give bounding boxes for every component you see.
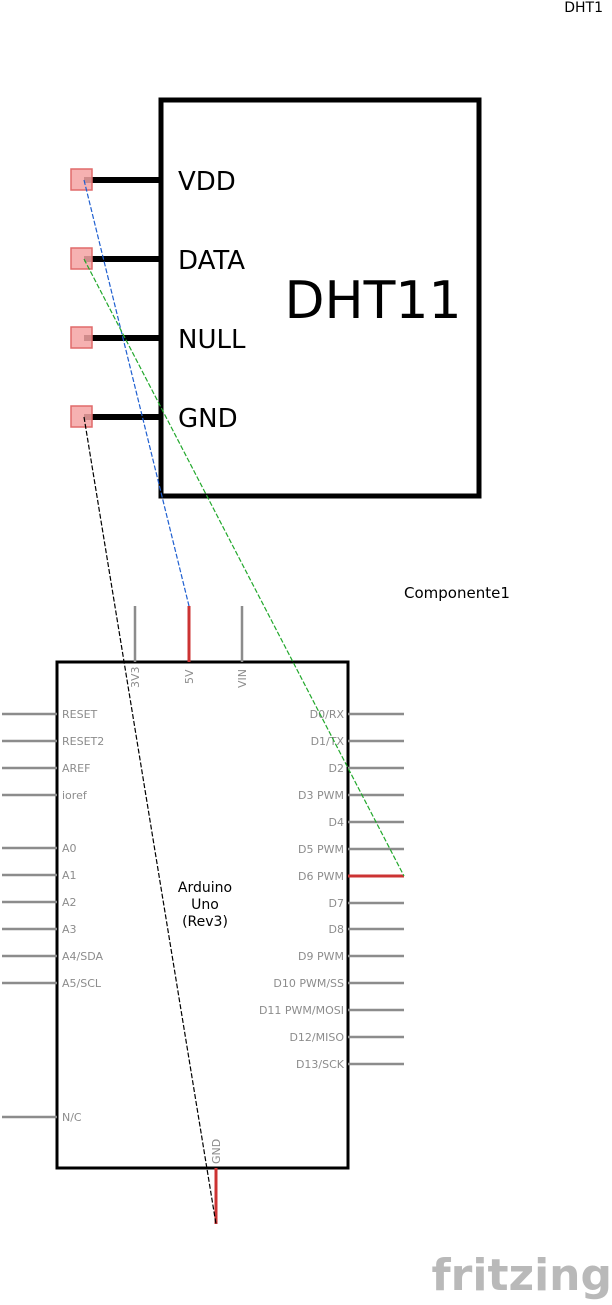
arduino-pin-label-d5: D5 PWM — [298, 843, 344, 856]
arduino-pin-label-d1: D1/TX — [311, 735, 345, 748]
arduino-pin-label-a3: A3 — [62, 923, 77, 936]
arduino-pin-label-d10: D10 PWM/SS — [273, 977, 344, 990]
arduino-title-line-3: (Rev3) — [182, 914, 228, 930]
arduino-title-line-2: Uno — [191, 897, 219, 913]
arduino-pin-label-3v3: 3V3 — [129, 666, 142, 688]
arduino-pin-label-d6: D6 PWM — [298, 870, 344, 883]
arduino-pin-label-d3: D3 PWM — [298, 789, 344, 802]
arduino-pin-label-d7: D7 — [329, 897, 344, 910]
dht-connector-gnd[interactable] — [70, 405, 93, 428]
dht-pin-label-data: DATA — [178, 246, 245, 276]
arduino-pin-label-d0: D0/RX — [310, 708, 345, 721]
wire-data-to-d6[interactable] — [83, 258, 405, 877]
arduino-title-line-1: Arduino — [178, 880, 232, 896]
arduino-pin-label-5v: 5V — [183, 669, 196, 684]
arduino-pin-label-aref: AREF — [62, 762, 90, 775]
dht-connector-null[interactable] — [70, 326, 93, 349]
arduino-pin-label-d8: D8 — [329, 923, 344, 936]
arduino-pin-label-a4: A4/SDA — [62, 950, 103, 963]
dht-pin-label-null: NULL — [178, 325, 246, 355]
arduino-pin-label-reset: RESET — [62, 708, 98, 721]
arduino-pin-label-d2: D2 — [329, 762, 344, 775]
dht-connector-data[interactable] — [70, 247, 93, 270]
arduino-part-label: Componente1 — [404, 584, 510, 602]
arduino-pin-label-d13: D13/SCK — [296, 1058, 345, 1071]
arduino-pin-label-d4: D4 — [329, 816, 344, 829]
arduino-pin-label-d9: D9 PWM — [298, 950, 344, 963]
dht-pin-label-vdd: VDD — [178, 167, 236, 197]
fritzing-logo: fritzing — [432, 1250, 612, 1301]
dht-pin-label-gnd: GND — [178, 404, 238, 434]
arduino-pin-label-vin: VIN — [236, 669, 249, 688]
arduino-pin-label-ioref: ioref — [62, 789, 88, 802]
arduino-pin-label-nc: N/C — [62, 1111, 82, 1124]
arduino-pin-label-reset2: RESET2 — [62, 735, 104, 748]
dht-body[interactable] — [158, 97, 482, 499]
arduino-pin-label-a5: A5/SCL — [62, 977, 102, 990]
arduino-pin-label-a0: A0 — [62, 842, 77, 855]
arduino-pin-label-a2: A2 — [62, 896, 77, 909]
wire-vdd-to-5v[interactable] — [83, 179, 190, 607]
dht-part-label: DHT1 — [564, 0, 603, 16]
arduino-pin-label-a1: A1 — [62, 869, 77, 882]
arduino-pin-label-d12: D12/MISO — [289, 1031, 344, 1044]
arduino-body[interactable] — [55, 660, 350, 1170]
arduino-pin-label-d11: D11 PWM/MOSI — [259, 1004, 344, 1017]
arduino-pin-label-gnd: GND — [210, 1139, 223, 1164]
dht-connector-vdd[interactable] — [70, 168, 93, 191]
dht-title: DHT11 — [284, 271, 461, 331]
wire-gnd-to-gnd[interactable] — [83, 416, 217, 1225]
